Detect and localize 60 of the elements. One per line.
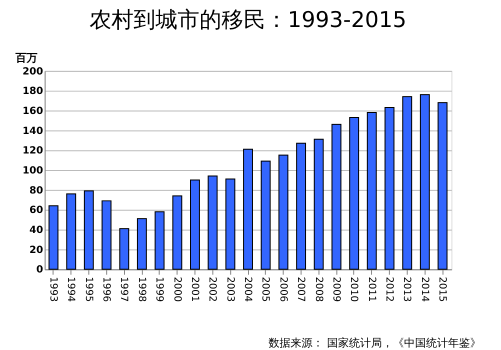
bar [102,200,112,270]
y-tick-label: 0 [36,264,44,276]
x-tick-label: 1995 [82,276,94,302]
chart-title: 农村到城市的移民：1993-2015 [90,8,406,34]
y-tick-label: 200 [22,66,44,78]
bar [331,124,342,270]
x-tick-label: 2009 [330,276,342,302]
y-tick-label: 180 [22,86,44,98]
x-tick-label: 2014 [418,276,430,302]
x-tick-label: 2000 [171,276,182,302]
x-tick-label: 2010 [348,276,360,302]
bar [278,154,288,270]
x-tick-label: 2011 [366,276,377,302]
bar [384,107,394,270]
bar [438,102,448,270]
y-tick-label: 160 [22,106,44,118]
x-tick-label: 2012 [384,276,395,302]
bar [349,116,360,270]
x-tick-label: 2015 [436,276,448,302]
x-tick-label: 2004 [242,276,254,302]
bar [154,211,165,270]
x-tick-label: 1993 [48,276,59,302]
bar [243,148,253,270]
y-tick-label: 140 [22,126,44,137]
bar [48,205,58,270]
x-tick-label: 1999 [154,276,165,302]
bar [136,218,147,270]
x-tick-label: 2013 [401,276,412,302]
bar [66,193,76,270]
bar [402,96,412,270]
x-tick-label: 1996 [100,276,112,302]
bar [190,179,200,270]
x-tick-label: 2005 [260,276,271,302]
y-tick-label: 120 [22,146,44,157]
bar [366,112,377,270]
y-tick-label: 100 [22,166,44,177]
x-tick-label: 2001 [188,276,200,302]
x-tick-label: 1998 [136,276,147,302]
bar [84,190,94,270]
x-tick-label: 2006 [277,276,288,302]
x-tick-label: 1994 [65,276,76,302]
bar [208,176,218,270]
y-tick-label: 40 [29,225,44,236]
bar [119,228,130,270]
y-tick-label: 20 [29,244,44,256]
x-tick-label: 2003 [224,276,236,302]
bar [420,94,430,270]
x-tick-label: 2008 [312,276,324,302]
source-note: 数据来源： 国家统计局，《中国统计年鉴》 [268,336,482,350]
x-tick-label: 2007 [295,276,306,302]
bar [260,160,271,270]
y-tick-label: 80 [29,185,44,196]
bar [314,138,324,270]
bar [296,142,306,270]
x-tick-label: 1997 [118,276,130,302]
bar [172,195,182,270]
y-tick-label: 60 [29,205,44,216]
bar [225,178,236,270]
x-tick-label: 2002 [206,276,218,302]
y-axis-title: 百万 [14,51,38,64]
